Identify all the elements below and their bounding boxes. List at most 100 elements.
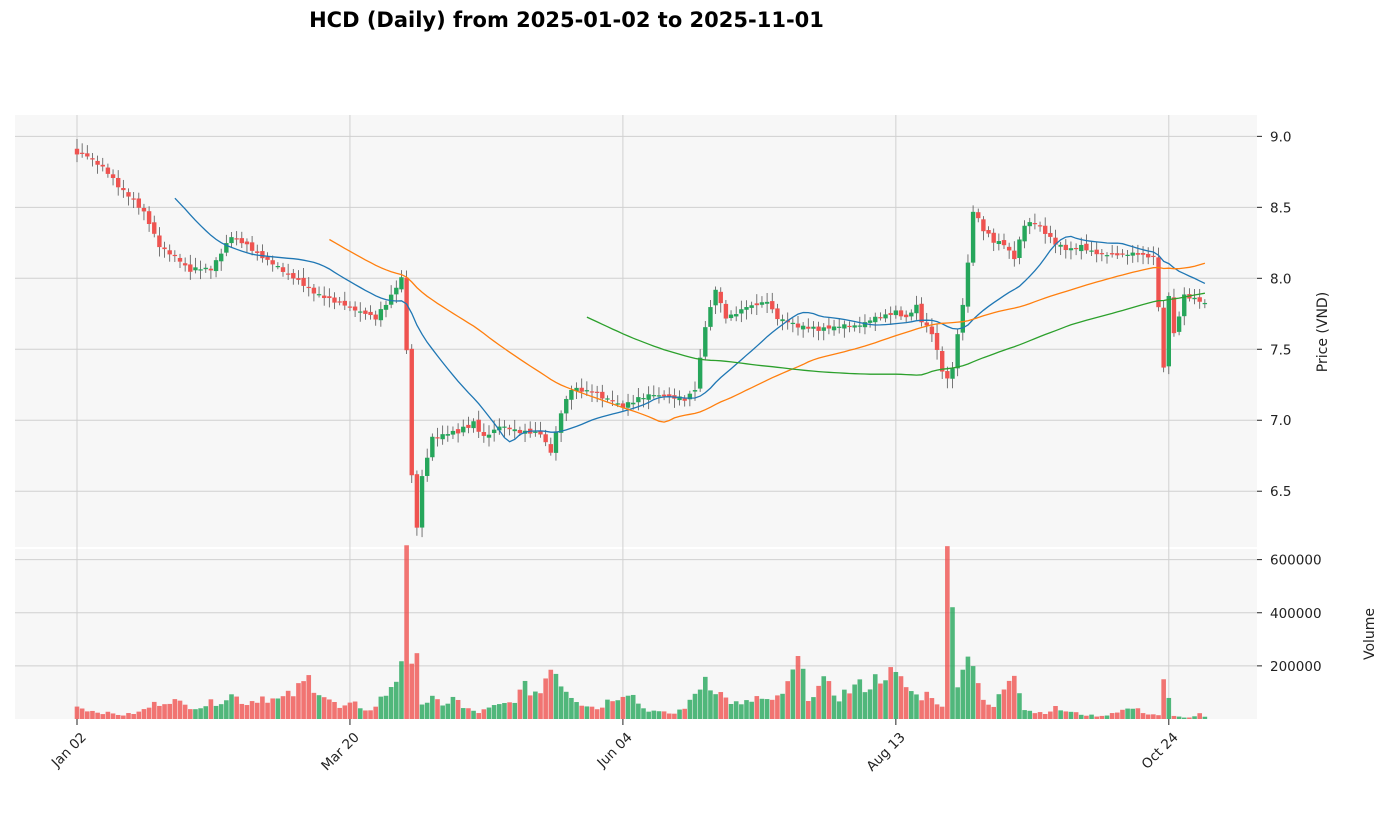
candle-body-204: [1125, 254, 1130, 256]
volume-bar-219: [1202, 716, 1208, 719]
volume-bar-41: [285, 690, 291, 719]
volume-tick-label-2: 600000: [1270, 553, 1322, 569]
volume-bar-95: [563, 691, 569, 719]
candle-body-211: [1161, 307, 1166, 368]
candle-body-124: [713, 289, 718, 306]
volume-bar-178: [991, 706, 996, 719]
candle-body-34: [249, 242, 255, 251]
volume-bar-157: [883, 680, 888, 719]
candle-body-50: [332, 297, 337, 303]
chart-title: HCD (Daily) from 2025-01-02 to 2025-11-0…: [309, 8, 824, 32]
price-tick-label-4: 8.5: [1270, 200, 1291, 216]
candle-body-86: [517, 429, 523, 434]
candle-body-64: [404, 277, 409, 351]
volume-bar-76: [466, 708, 471, 719]
candle-body-29: [224, 243, 229, 253]
volume-bar-207: [1140, 713, 1146, 719]
volume-bar-97: [574, 702, 579, 719]
candle-body-3: [90, 158, 95, 160]
volume-bar-38: [270, 698, 275, 719]
candle-body-2: [85, 153, 90, 157]
candle-body-165: [924, 322, 929, 326]
volume-bar-218: [1197, 713, 1202, 719]
volume-bar-59: [378, 696, 384, 719]
x-tick-label-0: Jan 02: [48, 730, 90, 772]
volume-bar-66: [414, 653, 420, 719]
candle-body-101: [594, 391, 600, 393]
candle-body-178: [991, 232, 996, 243]
candle-body-176: [981, 219, 986, 232]
volume-bar-51: [337, 707, 342, 719]
candle-body-152: [857, 325, 862, 327]
volume-bar-191: [1058, 710, 1063, 719]
candle-body-190: [1053, 237, 1058, 245]
volume-bar-73: [450, 696, 456, 719]
volume-bar-83: [502, 703, 507, 719]
candle-body-51: [337, 301, 342, 303]
candle-body-215: [1182, 294, 1187, 317]
volume-bar-161: [903, 687, 909, 719]
candle-body-73: [450, 430, 456, 435]
volume-bar-68: [424, 702, 430, 719]
volume-bar-216: [1187, 717, 1192, 719]
volume-bar-106: [620, 696, 626, 719]
candle-body-171: [955, 334, 960, 369]
candle-body-210: [1156, 257, 1161, 308]
candle-body-184: [1022, 225, 1027, 242]
volume-bar-139: [790, 669, 796, 719]
volume-bar-5: [100, 714, 106, 719]
volume-bar-75: [460, 708, 466, 719]
volume-bar-153: [862, 692, 868, 719]
volume-bar-72: [445, 703, 451, 719]
volume-bar-190: [1053, 706, 1058, 719]
candle-body-143: [811, 326, 816, 329]
volume-bar-125: [718, 692, 724, 719]
volume-bar-43: [296, 683, 301, 719]
candle-body-182: [1012, 250, 1017, 260]
candle-body-150: [847, 325, 852, 328]
candle-body-95: [564, 398, 569, 414]
candle-body-103: [605, 398, 610, 400]
volume-bar-25: [203, 706, 209, 719]
candle-body-195: [1079, 244, 1084, 252]
candle-body-188: [1043, 225, 1048, 234]
volume-bar-67: [419, 704, 425, 719]
volume-bar-174: [970, 666, 976, 719]
candle-body-4: [95, 160, 100, 165]
volume-bar-10: [126, 713, 131, 719]
candle-body-219: [1202, 302, 1208, 305]
candle-body-68: [425, 457, 430, 476]
candle-body-114: [661, 394, 667, 397]
volume-bar-189: [1048, 711, 1053, 719]
volume-bar-8: [115, 714, 121, 719]
candle-body-75: [461, 426, 466, 433]
candle-body-7: [110, 174, 116, 179]
candle-body-218: [1197, 297, 1202, 302]
volume-bar-33: [244, 705, 250, 719]
candle-body-61: [388, 294, 394, 305]
x-tick-label-2: Jun 04: [594, 730, 636, 772]
volume-bar-151: [852, 684, 857, 719]
candle-body-91: [543, 434, 548, 443]
volume-bar-150: [847, 693, 852, 719]
volume-bar-28: [218, 704, 224, 719]
volume-bar-92: [548, 669, 554, 719]
candle-body-155: [873, 316, 878, 323]
candle-body-186: [1032, 223, 1038, 225]
volume-bar-55: [357, 708, 363, 719]
volume-bar-65: [409, 663, 415, 719]
volume-bar-204: [1125, 708, 1130, 719]
volume-bar-79: [481, 709, 487, 719]
candle-body-62: [394, 287, 399, 295]
candle-body-10: [126, 192, 131, 197]
candle-body-69: [430, 436, 435, 458]
volume-bar-142: [806, 701, 811, 719]
volume-bar-166: [929, 698, 935, 719]
candle-body-105: [615, 403, 620, 405]
volume-tick-label-1: 400000: [1270, 606, 1322, 622]
candle-body-77: [471, 421, 476, 429]
candle-body-158: [888, 313, 893, 315]
candle-body-94: [558, 413, 564, 433]
candle-body-179: [996, 241, 1002, 245]
candle-body-107: [625, 402, 631, 408]
